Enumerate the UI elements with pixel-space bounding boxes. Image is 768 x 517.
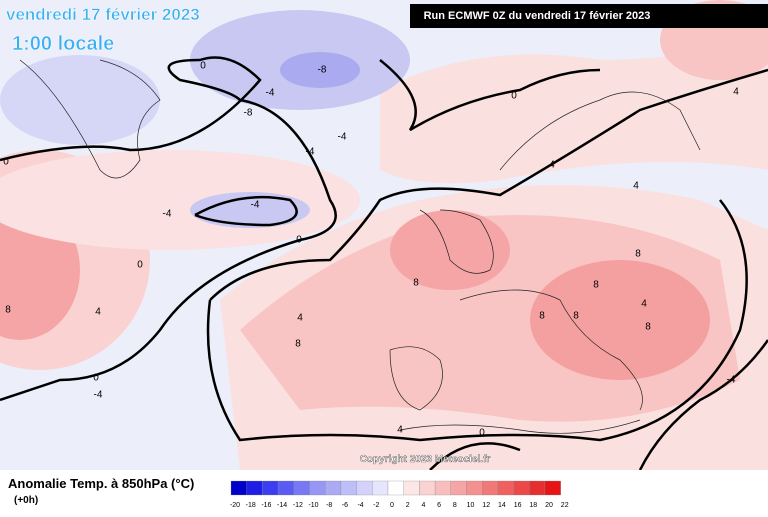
colorbar: -20 -18 -16 -14 -12 -10 -8 -6 -4 -2 0 2 4 6 8 10 12 14 16 1… [230, 480, 569, 509]
contour-label: 0 [200, 61, 206, 72]
contour-label: 8 [593, 280, 599, 291]
contour-label: 0 [296, 235, 302, 246]
colorbar-label: 12 [482, 502, 490, 509]
contour-label: 0 [3, 157, 9, 168]
colorbar-swatch [419, 480, 436, 496]
colorbar-label: -4 [357, 502, 363, 509]
colorbar-swatch [529, 480, 546, 496]
colorbar-swatch [356, 480, 373, 496]
colorbar-swatch [387, 480, 404, 496]
lead-time: (+0h) [14, 495, 38, 506]
contour-label: 4 [549, 160, 555, 171]
run-info: Run ECMWF 0Z du vendredi 17 février 2023 [424, 10, 651, 22]
colorbar-swatch [277, 480, 294, 496]
contour-label: -8 [318, 65, 327, 76]
colorbar-label: 6 [437, 502, 441, 509]
contour-label: -4 [251, 200, 260, 211]
colorbar-label: -6 [342, 502, 348, 509]
field-label: Anomalie Temp. à 850hPa (°C) [8, 476, 194, 491]
contour-label: 4 [397, 425, 403, 436]
colorbar-label: -8 [326, 502, 332, 509]
colorbar-label: 4 [421, 502, 425, 509]
colorbar-label: 16 [514, 502, 522, 509]
colorbar-label: 14 [498, 502, 506, 509]
colorbar-swatch [482, 480, 499, 496]
colorbar-label: 10 [467, 502, 475, 509]
anomaly-fields [0, 0, 768, 470]
colorbar-swatch [309, 480, 326, 496]
contour-label: -4 [163, 209, 172, 220]
colorbar-swatch [340, 480, 357, 496]
colorbar-swatch [466, 480, 483, 496]
contour-label: 4 [297, 313, 303, 324]
colorbar-swatch [434, 480, 451, 496]
colorbar-swatch [513, 480, 530, 496]
colorbar-swatch [325, 480, 342, 496]
contour-label: -4 [266, 88, 275, 99]
colorbar-swatch [230, 480, 247, 496]
colorbar-label: -2 [373, 502, 379, 509]
contour-label: -4 [306, 147, 315, 158]
run-box [410, 4, 768, 28]
colorbar-swatch [497, 480, 514, 496]
colorbar-label: 2 [406, 502, 410, 509]
contour-label: 8 [413, 278, 419, 289]
colorbar-label: -20 [230, 502, 240, 509]
contour-label: 8 [5, 305, 11, 316]
colorbar-label: -18 [246, 502, 256, 509]
contour-label: 8 [539, 311, 545, 322]
copyright: Copyright 2023 Meteociel.fr [360, 454, 491, 465]
contour-label: -8 [244, 108, 253, 119]
coastlines [19, 59, 701, 434]
colorbar-swatch [262, 480, 279, 496]
contour-label: 4 [633, 181, 639, 192]
colorbar-label: -10 [308, 502, 318, 509]
contour-label: -4 [338, 132, 347, 143]
contour-label: 4 [641, 299, 647, 310]
contour-label: 4 [95, 307, 101, 318]
colorbar-swatch [246, 480, 263, 496]
local-time: 1:00 locale [12, 33, 114, 55]
contour-label: 0 [479, 428, 485, 439]
contour-label: 8 [635, 249, 641, 260]
colorbar-swatch [450, 480, 467, 496]
colorbar-swatch [372, 480, 389, 496]
colorbar-label: 20 [545, 502, 553, 509]
colorbar-label: -14 [277, 502, 287, 509]
colorbar-label: 18 [529, 502, 537, 509]
contour-label: 0 [137, 260, 143, 271]
zero-contours [0, 56, 768, 471]
contour-label: -4 [94, 390, 103, 401]
contour-label: 0 [511, 91, 517, 102]
contour-label: -4 [727, 375, 736, 386]
colorbar-swatch [293, 480, 310, 496]
colorbar-label: 0 [390, 502, 394, 509]
contour-label: 4 [733, 87, 739, 98]
colorbar-label: -12 [293, 502, 303, 509]
colorbar-swatch [403, 480, 420, 496]
contour-label: 8 [295, 339, 301, 350]
contour-labels: 0 -8 -8 -4 -4 0 -4 -4 0 0 4 4 4 8 8 8 8 8 4 8 4 0 -4 8 8 4 0 -4 4 0 -4 [3, 61, 739, 439]
colorbar-swatch [544, 480, 561, 496]
colorbar-label: 8 [453, 502, 457, 509]
contour-label: 8 [573, 311, 579, 322]
map-title: vendredi 17 février 2023 [6, 5, 200, 24]
colorbar-label: 22 [561, 502, 569, 509]
contour-label: 8 [645, 322, 651, 333]
contour-label: 0 [93, 373, 99, 384]
colorbar-label: -16 [261, 502, 271, 509]
